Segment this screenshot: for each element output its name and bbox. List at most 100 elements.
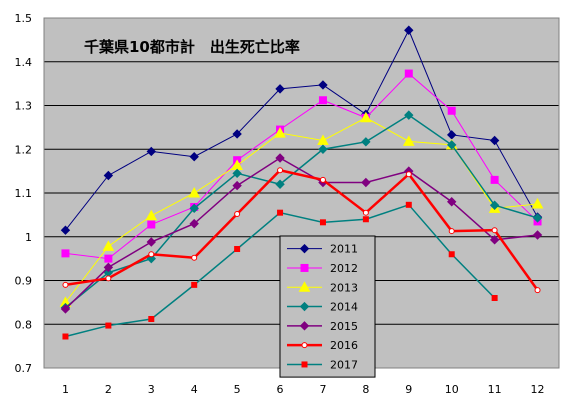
x-tick-label: 9: [405, 383, 412, 396]
y-tick-label: 0.9: [15, 275, 33, 288]
data-point: [277, 167, 284, 174]
data-point: [447, 197, 457, 207]
data-point: [299, 301, 310, 312]
series-2015: [60, 153, 543, 314]
data-point: [105, 322, 112, 329]
data-point: [361, 177, 371, 188]
legend-label: 2013: [330, 281, 358, 294]
legend-label: 2017: [330, 358, 358, 371]
x-tick-label: 3: [148, 383, 155, 396]
legend-entry: 2012: [287, 262, 358, 275]
series-2014: [60, 110, 543, 313]
legend-label: 2014: [330, 301, 358, 314]
data-point: [362, 216, 369, 223]
data-point: [318, 96, 327, 105]
data-point: [489, 235, 500, 245]
data-point: [362, 209, 369, 216]
data-point: [317, 134, 329, 145]
data-point: [489, 200, 500, 210]
data-point: [103, 262, 114, 273]
data-point: [405, 171, 412, 178]
x-tick-label: 12: [531, 383, 545, 396]
data-point: [301, 361, 308, 368]
x-tick-label: 1: [62, 383, 69, 396]
y-tick-label: 1.5: [15, 12, 33, 25]
data-point: [299, 321, 310, 331]
y-tick-label: 1.2: [15, 143, 33, 156]
data-point: [103, 170, 114, 181]
data-point: [298, 281, 311, 292]
x-tick-label: 2: [105, 383, 112, 396]
data-point: [301, 342, 308, 349]
x-axis-ticks: 1 2 3 4 5 6 7 8 9 10 11 12: [62, 383, 545, 396]
data-point: [191, 281, 198, 288]
data-point: [275, 179, 285, 189]
x-tick-label: 7: [319, 383, 326, 396]
data-point: [361, 137, 371, 147]
data-point: [491, 227, 498, 234]
x-tick-label: 4: [191, 383, 198, 396]
series-line: [64, 114, 538, 309]
data-point: [188, 186, 201, 198]
series-line: [65, 29, 538, 231]
data-point: [532, 230, 543, 240]
data-point: [490, 175, 499, 184]
data-point: [232, 168, 242, 179]
data-point: [189, 151, 199, 162]
data-point: [191, 254, 198, 261]
series-line: [64, 157, 538, 310]
x-tick-label: 8: [362, 383, 369, 396]
data-point: [404, 25, 414, 35]
y-tick-label: 1.3: [15, 100, 33, 113]
legend: 2011 2012 2013 2014 2015 2016 2017: [279, 235, 376, 378]
legend-entry: 2017: [287, 358, 358, 371]
series-line: [65, 168, 539, 291]
series-lines: [59, 25, 544, 340]
data-point: [447, 140, 457, 150]
data-point: [531, 197, 544, 209]
data-point: [146, 237, 156, 247]
data-point: [274, 127, 286, 138]
legend-entry: 2016: [287, 339, 358, 352]
data-point: [232, 129, 242, 139]
data-point: [189, 218, 199, 229]
y-tick-label: 1.4: [15, 56, 33, 69]
data-point: [360, 111, 372, 123]
data-point: [234, 246, 241, 252]
data-point: [275, 153, 285, 163]
data-point: [147, 220, 156, 229]
data-point: [102, 240, 115, 251]
data-point: [447, 130, 457, 140]
data-point: [489, 135, 500, 146]
chart-title: 千葉県10都市計 出生死亡比率: [84, 38, 300, 56]
data-point: [234, 211, 241, 217]
data-point: [60, 225, 71, 235]
data-point: [104, 254, 113, 263]
data-point: [105, 275, 112, 282]
data-point: [146, 146, 156, 157]
legend-entry: 2014: [287, 301, 358, 314]
data-point: [491, 295, 498, 301]
data-point: [189, 203, 199, 214]
data-point: [275, 84, 285, 94]
data-point: [448, 251, 455, 258]
data-point: [62, 333, 69, 340]
data-point: [61, 249, 70, 258]
legend-label: 2015: [330, 320, 358, 333]
data-point: [318, 144, 328, 154]
y-tick-label: 1: [25, 231, 32, 244]
data-point: [404, 69, 413, 78]
data-point: [148, 316, 155, 322]
data-point: [300, 263, 309, 272]
series-2017: [62, 201, 498, 340]
legend-entry: 2015: [287, 320, 358, 333]
legend-entry: 2011: [287, 243, 358, 256]
data-point: [318, 80, 328, 90]
y-tick-label: 1.1: [15, 187, 33, 200]
data-point: [277, 209, 284, 216]
data-point: [319, 219, 326, 226]
data-point: [62, 281, 69, 288]
y-tick-label: 0.7: [15, 362, 33, 375]
data-point: [232, 180, 242, 191]
